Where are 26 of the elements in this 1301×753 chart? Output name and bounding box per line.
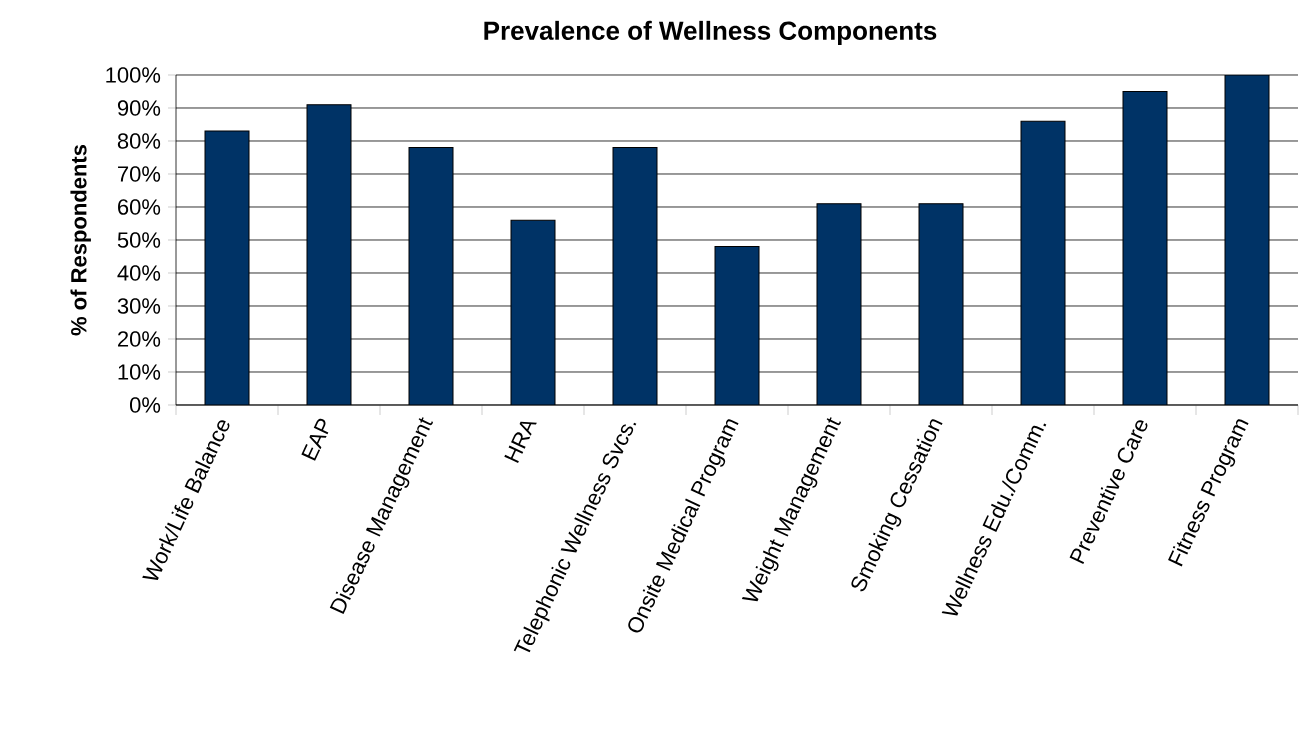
y-tick-label: 70%	[118, 166, 161, 182]
y-tick-label: 30%	[117, 298, 161, 314]
bar	[1020, 120, 1066, 405]
bar	[918, 203, 964, 405]
bar	[204, 130, 250, 405]
y-tick-label: 90%	[117, 100, 161, 116]
y-tick-label: 80%	[117, 133, 161, 149]
bar	[1224, 74, 1270, 405]
y-tick-label: 40%	[117, 265, 161, 281]
x-tick-label: EAP	[301, 418, 329, 461]
y-tick-label: 60%	[118, 199, 161, 215]
bar	[408, 147, 454, 405]
bar	[612, 147, 658, 405]
y-tick-label: 20%	[118, 331, 161, 347]
x-tick-label: HRA	[504, 421, 537, 464]
y-axis-title: % of Respondents	[70, 144, 91, 336]
bar	[714, 246, 760, 405]
bar	[816, 203, 862, 405]
y-tick-label: 0%	[129, 397, 161, 413]
chart-title: Prevalence of Wellness Components	[484, 20, 937, 46]
bar	[510, 219, 556, 405]
bar	[1122, 90, 1168, 405]
y-tick-label: 50%	[117, 232, 161, 248]
bar	[306, 104, 352, 405]
y-tick-label: 100%	[106, 67, 161, 83]
y-tick-label: 10%	[118, 364, 161, 380]
